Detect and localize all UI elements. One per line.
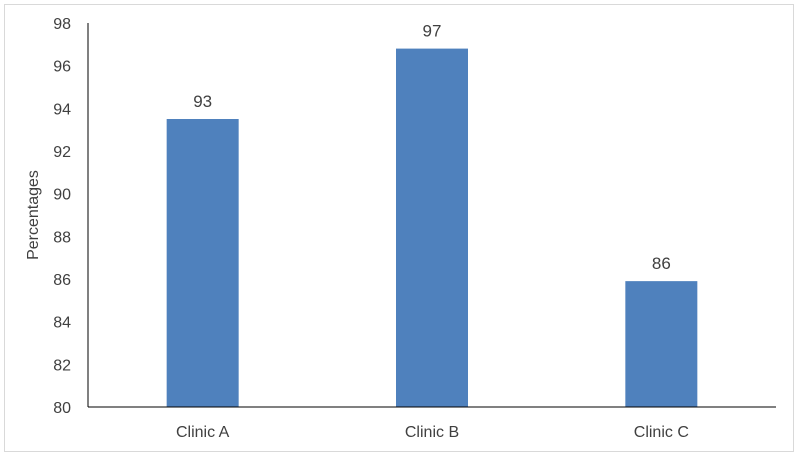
y-axis-ticks: 80 82 84 86 88 90 92 94 96 98 bbox=[53, 16, 71, 417]
y-tick-label: 84 bbox=[53, 315, 71, 332]
bar-clinic-a bbox=[166, 119, 239, 407]
x-axis-ticks: Clinic A Clinic B Clinic C bbox=[176, 424, 689, 441]
x-tick-label: Clinic B bbox=[405, 424, 459, 441]
bar-clinic-c bbox=[625, 281, 698, 407]
bar-clinic-b bbox=[396, 48, 468, 407]
y-tick-label: 98 bbox=[53, 16, 71, 33]
y-tick-label: 86 bbox=[53, 272, 71, 289]
data-labels: 93 97 86 bbox=[193, 22, 671, 274]
y-tick-label: 92 bbox=[53, 144, 71, 161]
x-tick-label: Clinic C bbox=[634, 424, 689, 441]
data-label: 93 bbox=[193, 92, 212, 111]
y-tick-label: 96 bbox=[53, 59, 71, 76]
y-tick-label: 82 bbox=[53, 357, 71, 374]
bars bbox=[166, 48, 698, 407]
data-label: 86 bbox=[652, 254, 671, 273]
data-label: 97 bbox=[423, 22, 442, 41]
y-tick-label: 80 bbox=[53, 400, 71, 417]
y-tick-label: 88 bbox=[53, 229, 71, 246]
y-tick-label: 90 bbox=[53, 187, 71, 204]
y-axis-title: Percentages bbox=[25, 170, 42, 260]
y-tick-label: 94 bbox=[53, 101, 71, 118]
x-tick-label: Clinic A bbox=[176, 424, 230, 441]
